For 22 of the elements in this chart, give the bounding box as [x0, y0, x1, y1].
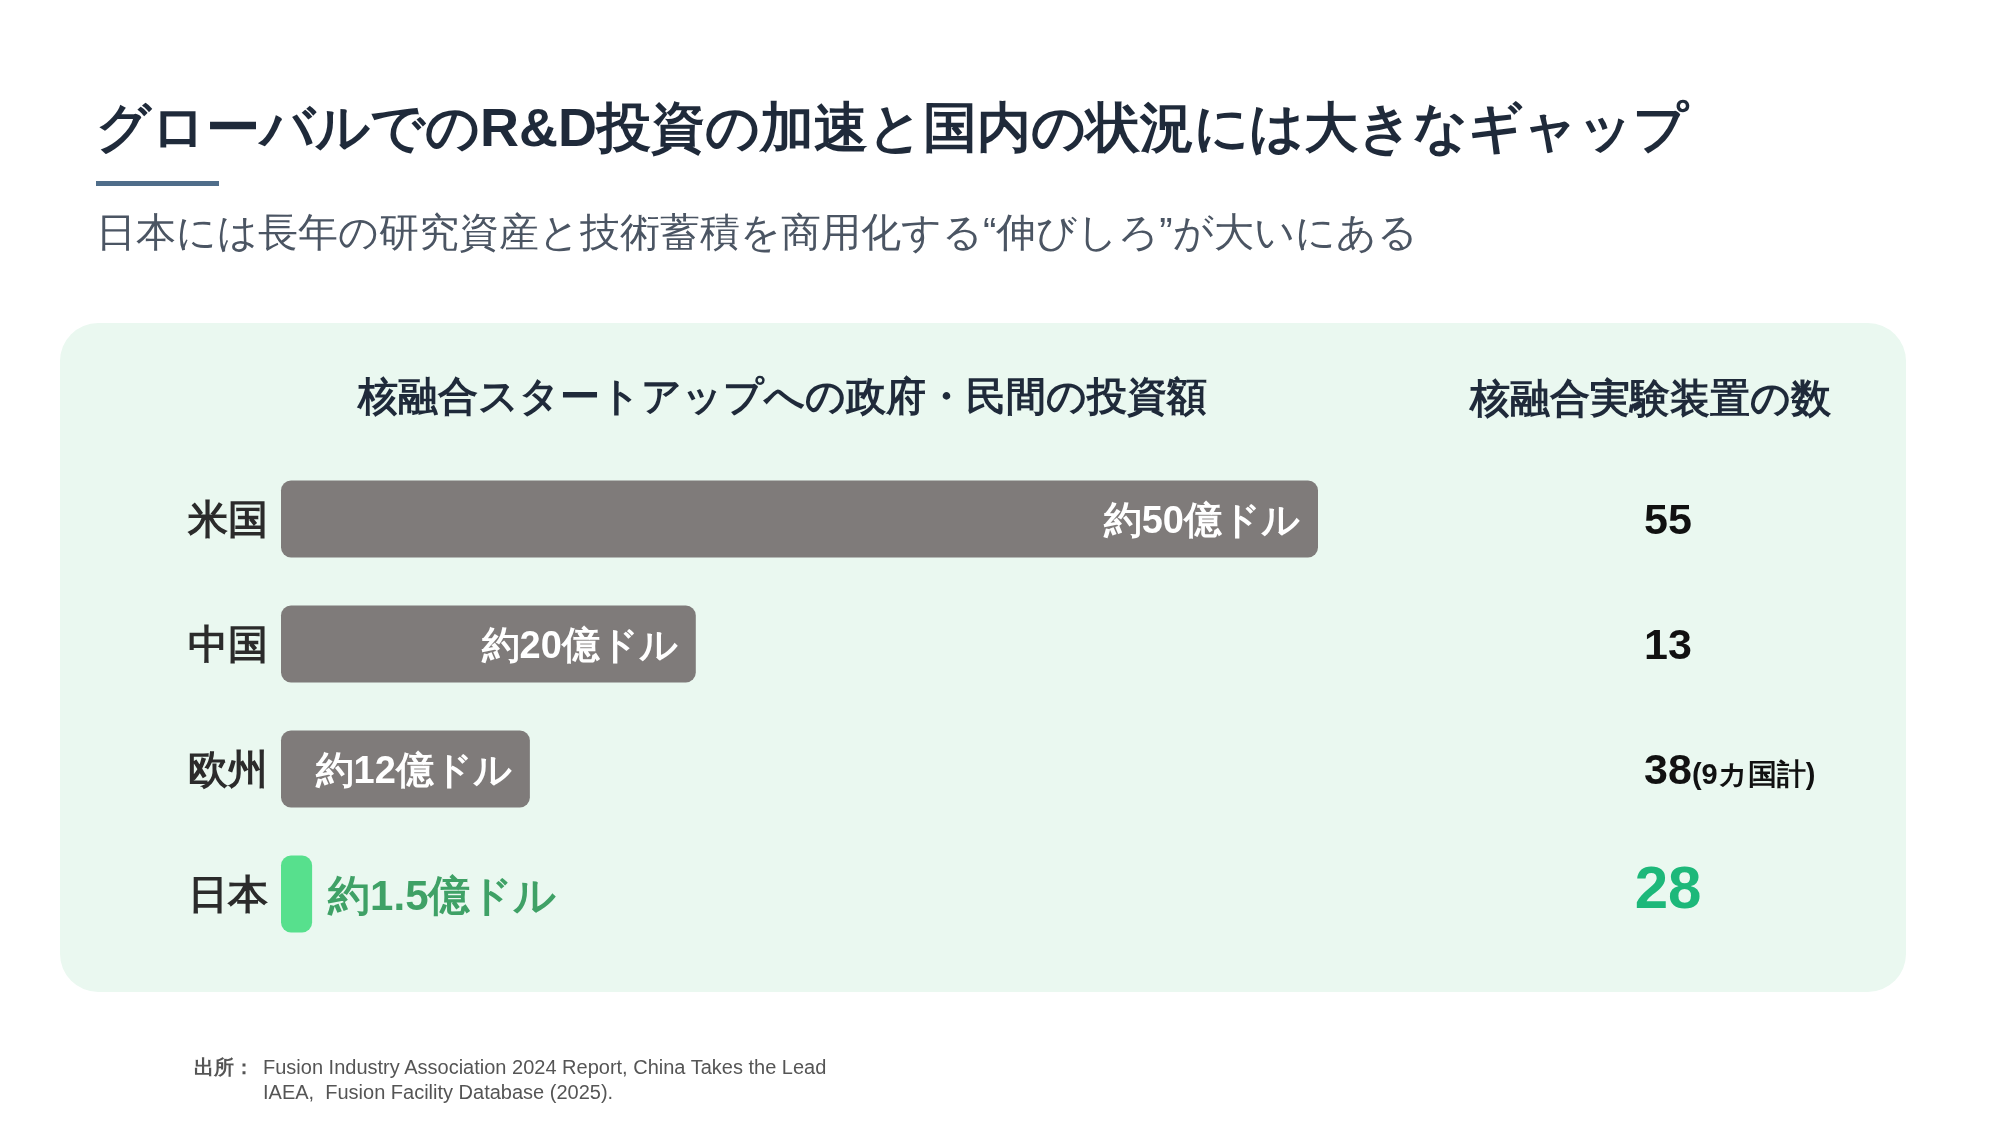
text: Fusion Industry Association 2024 Report, China Takes the Lead — [263, 1056, 827, 1078]
text: 55 — [1644, 495, 1692, 544]
y-tick-label: 米国 — [187, 497, 268, 541]
data-label: 約50億ドル — [1102, 499, 1300, 541]
text: 28 — [1634, 853, 1702, 921]
y-tick-label: 中国 — [188, 622, 268, 666]
text: 38(9カ国計) — [1644, 745, 1816, 794]
bar — [281, 855, 313, 933]
bar — [281, 605, 696, 683]
y-tick-label: 日本 — [188, 872, 268, 916]
text: 日本には長年の研究資産と技術蓄積を商用化する“伸びしろ”が大いにある — [96, 210, 1418, 254]
y-tick-label: 欧州 — [188, 747, 268, 791]
bar — [281, 480, 1318, 558]
data-label: 約12億ドル — [314, 749, 512, 791]
text: 核融合実験装置の数 — [1467, 376, 1832, 420]
text: グローバルでのR&D投資の加速と国内の状況には大きなギャップ — [96, 97, 1690, 157]
text: 出所： — [194, 1056, 254, 1078]
chart-title: 核融合スタートアップへの政府・民間の投資額 — [355, 374, 1207, 418]
data-label: 約1.5億ドル — [327, 872, 557, 919]
text: 13 — [1644, 620, 1692, 669]
data-label: 約20億ドル — [480, 624, 678, 666]
text: IAEA, Fusion Facility Database (2025). — [263, 1081, 614, 1103]
